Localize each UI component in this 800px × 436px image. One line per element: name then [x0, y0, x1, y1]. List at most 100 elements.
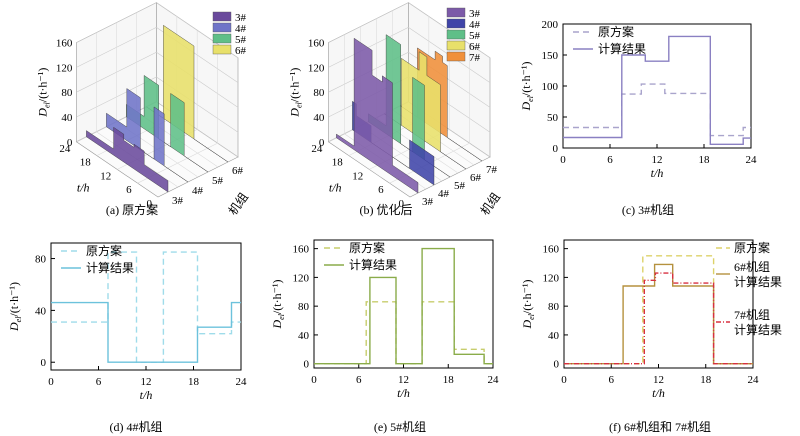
series-line-1	[51, 301, 241, 363]
chart-f: 0 6 12 18 24 0 40 80 120 160 t/h Del/(t·h⁻¹) 原方案 6#机组…	[520, 239, 782, 434]
chart-caption: (f) 6#机组和 7#机组	[609, 420, 711, 434]
z-axis-label: Del/(t·h⁻¹)	[35, 68, 51, 118]
series-line-0	[563, 83, 751, 137]
x-tick-label: 6	[356, 374, 362, 386]
grid-line	[96, 32, 179, 188]
x-tick-label: 12	[398, 374, 409, 386]
x-tick-label: 6	[609, 374, 615, 386]
y-axis-label-text: Del/(t·h⁻¹)	[7, 282, 23, 332]
series-line-0	[51, 251, 241, 363]
ribbon-3#	[86, 126, 169, 193]
unit-axis-label-text: 机组	[226, 190, 251, 218]
y-axis-label-text: Del/(t·h⁻¹)	[287, 68, 303, 118]
x-tick-label: 18	[700, 374, 712, 386]
x-tick-label: 24	[748, 374, 760, 386]
unit-axis-label: 机组	[226, 190, 251, 218]
chart-caption: (d) 4#机组	[110, 420, 163, 434]
y-tick-label: 80	[548, 301, 560, 313]
x-tick-label: 0	[48, 376, 54, 388]
grid-line	[369, 30, 450, 170]
x-tick-label: 24	[236, 376, 248, 388]
y-tick-label: 40	[548, 330, 560, 342]
y-tick-label: 0	[41, 357, 47, 369]
y-tick-label: 40	[35, 305, 47, 317]
grid-line	[137, 44, 218, 184]
chart-caption: (b) 优化后	[360, 203, 413, 217]
legend-label: 原方案	[86, 243, 122, 258]
x-axis-label: t/h	[140, 388, 153, 402]
y-tick-label: 50	[547, 112, 559, 124]
y-tick-label: 120	[293, 272, 310, 284]
x-tick-label: 18	[699, 154, 711, 166]
plot-frame	[562, 23, 752, 149]
series-line-1	[314, 247, 493, 365]
y-tick-label: 100	[542, 81, 559, 93]
unit-tick-label: 5#	[454, 180, 466, 192]
y-tick-label: 150	[542, 50, 559, 62]
grid-line	[76, 27, 239, 83]
legend-label: 6#	[469, 41, 481, 53]
y-axis-label: Del/(t·h⁻¹)	[520, 279, 536, 329]
legend-label: 6#机组计算结果	[734, 260, 782, 289]
legend-label: 5#	[469, 30, 481, 42]
unit-tick-label: 7#	[486, 164, 498, 176]
chart-a: 04080120160061218243#4#5#6#t/h机组Del/(t·h…	[35, 2, 251, 218]
legend-label: 计算结果	[349, 257, 397, 272]
legend-label: 4#	[469, 19, 481, 31]
z-tick-label: 40	[313, 112, 325, 124]
unit-tick-label: 6#	[232, 165, 244, 177]
legend-label: 5#	[235, 34, 247, 46]
x-tick-label: 12	[141, 376, 152, 388]
x-tick-label: 12	[652, 154, 663, 166]
legend-label: 4#	[235, 23, 247, 35]
x-tick-label: 6	[96, 376, 102, 388]
unit-tick-label: 3#	[172, 195, 184, 207]
unit-tick-label: 4#	[192, 185, 204, 197]
ribbon-4#	[106, 88, 189, 183]
z-tick-label: 0	[67, 137, 73, 149]
x-tick-label: 24	[488, 374, 500, 386]
t-tick-label: 12	[352, 170, 363, 182]
t-tick-label: 12	[100, 170, 111, 182]
x-tick-label: 18	[188, 376, 200, 388]
unit-tick-label: 6#	[470, 172, 482, 184]
series-line-1	[563, 35, 751, 145]
z-tick-label: 160	[56, 38, 73, 50]
t-tick-label: 18	[80, 157, 92, 169]
grid-line	[328, 2, 491, 59]
z-tick-label: 120	[56, 62, 73, 74]
legend-label: 7#	[469, 52, 481, 64]
y-axis-label-text: Del/(t·h⁻¹)	[520, 279, 536, 329]
x-axis-label: t/h	[652, 386, 665, 400]
t-tick-label: 6	[126, 184, 132, 196]
unit-tick-label: 4#	[438, 188, 450, 200]
series-line-0	[564, 255, 753, 365]
grid-line	[76, 51, 239, 108]
y-tick-label: 160	[543, 244, 560, 256]
z-tick-label: 40	[61, 112, 73, 124]
x-axis-label: t/h	[651, 166, 664, 180]
legend-swatch	[212, 22, 232, 33]
y-tick-label: 80	[298, 301, 310, 313]
z-tick-label: 0	[319, 137, 325, 149]
legend-label: 3#	[235, 12, 247, 24]
t-tick-label: 18	[332, 157, 344, 169]
z-tick-label: 80	[313, 87, 325, 99]
x-tick-label: 18	[443, 374, 455, 386]
chart-e: 0 6 12 18 24 0 40 80 120 160 t/h Del/(t·h⁻¹) 原方案计算结果…	[270, 239, 500, 434]
y-axis-label-text: Del/(t·h⁻¹)	[270, 279, 286, 329]
legend-swatch	[212, 44, 232, 55]
t-axis-label: t/h	[329, 180, 342, 194]
y-axis-label: Del/(t·h⁻¹)	[7, 282, 23, 332]
legend-label: 7#机组计算结果	[734, 308, 782, 337]
unit-tick-label: 5#	[212, 175, 224, 187]
x-tick-label: 6	[607, 154, 613, 166]
y-axis-label-text: Del/(t·h⁻¹)	[35, 68, 51, 118]
x-axis-label: t/h	[397, 386, 410, 400]
t-tick-label: 0	[399, 198, 405, 210]
legend-label: 原方案	[598, 24, 634, 39]
y-tick-label: 40	[298, 330, 310, 342]
y-axis-label: Del/(t·h⁻¹)	[519, 61, 535, 111]
legend-swatch	[446, 29, 466, 40]
